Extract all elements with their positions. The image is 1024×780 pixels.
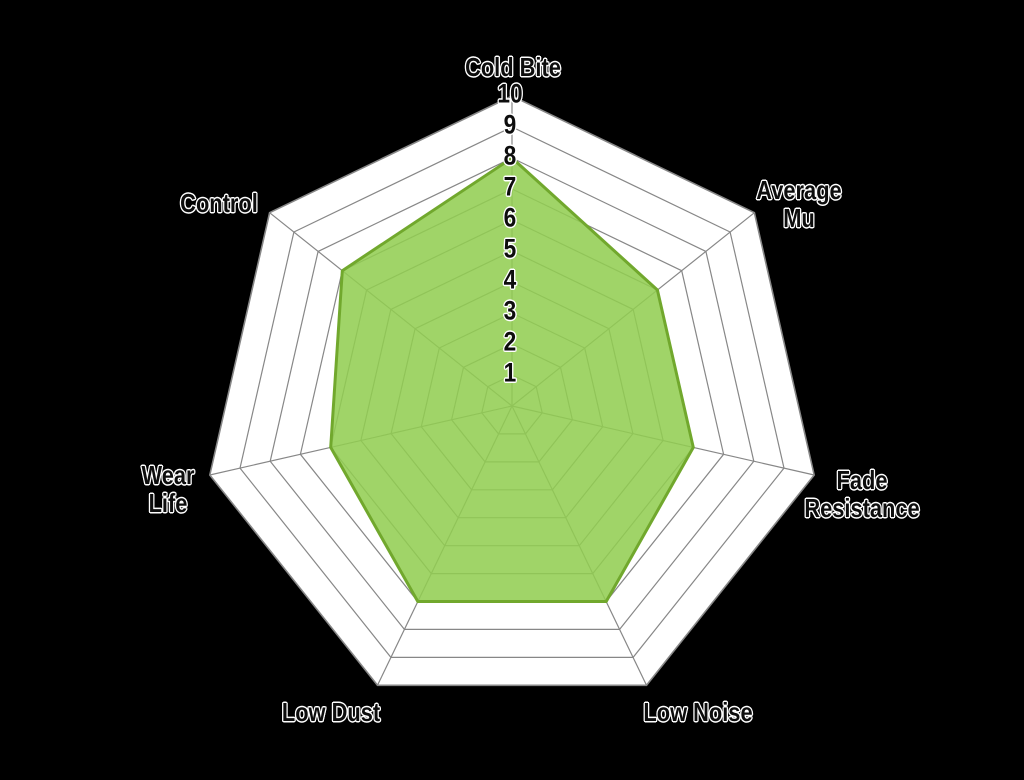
data-polygon	[329, 156, 695, 603]
grid-ring-8	[269, 157, 755, 631]
grid-ring-9	[239, 126, 785, 659]
